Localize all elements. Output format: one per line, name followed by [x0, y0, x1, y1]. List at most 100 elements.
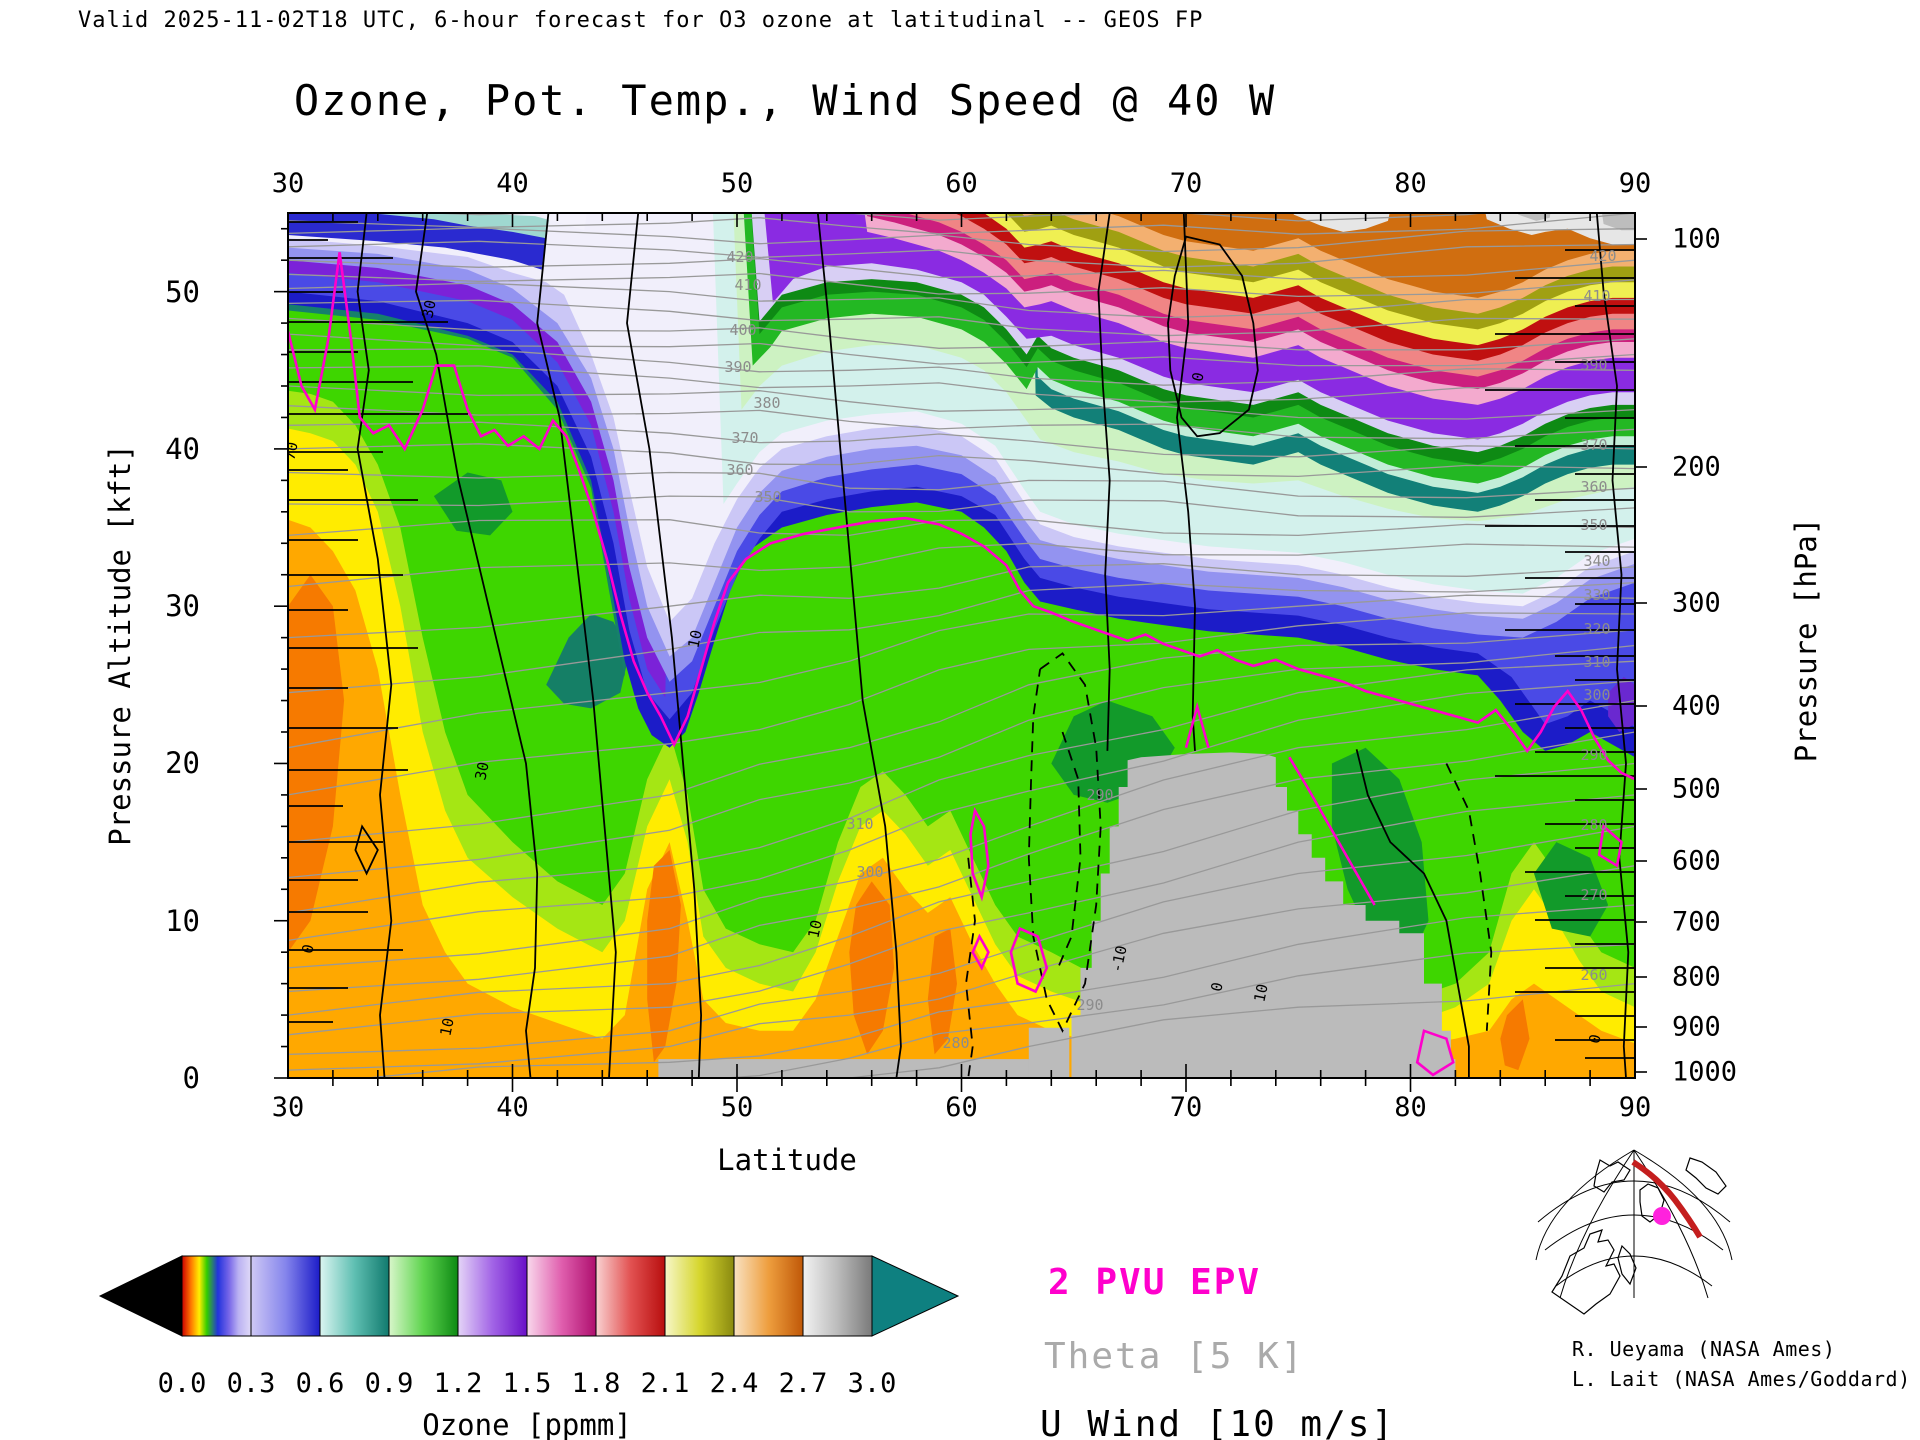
theta-contour-label: 360	[1580, 478, 1607, 496]
theta-contour-label: 320	[1583, 620, 1610, 638]
theta-contour-label: 260	[1580, 966, 1607, 984]
colorbar-tick: 2.1	[640, 1368, 690, 1399]
lat-tick-bottom: 80	[1394, 1092, 1427, 1123]
wind-contour-label: -10	[1107, 944, 1130, 974]
wind-contour-label: 10	[804, 918, 825, 939]
wind-contour-label: 0	[298, 943, 317, 956]
pressure-tick: 1000	[1672, 1056, 1738, 1088]
colorbar-tick: 0.6	[295, 1368, 345, 1399]
credit-line-1: R. Ueyama (NASA Ames)	[1572, 1337, 1836, 1361]
theta-contour-label: 310	[846, 815, 873, 833]
theta-contour-label: 390	[724, 358, 751, 376]
colorbar	[98, 1255, 960, 1337]
theta-contour-label: 270	[1580, 886, 1607, 904]
pressure-tick: 500	[1672, 773, 1721, 805]
alt-tick: 10	[165, 903, 200, 938]
theta-contour-label: 360	[726, 461, 753, 479]
theta-contour-label: 290	[1086, 786, 1113, 804]
theta-contour-label: 280	[1580, 816, 1607, 834]
colorbar-tick: 0.0	[157, 1368, 207, 1399]
pressure-tick: 300	[1672, 587, 1721, 619]
plot-title: Ozone, Pot. Temp., Wind Speed @ 40 W	[293, 76, 1277, 125]
pressure-tick: 100	[1672, 223, 1721, 255]
lat-tick-bottom: 90	[1618, 1092, 1652, 1123]
colorbar-tick: 1.2	[433, 1368, 483, 1399]
lat-tick-bottom: 50	[720, 1092, 754, 1123]
pressure-tick: 900	[1672, 1011, 1721, 1043]
theta-contour-label: 370	[1580, 436, 1607, 454]
wind-contour-label: 70	[280, 440, 301, 461]
theta-contour-label: 330	[1583, 586, 1610, 604]
lat-tick-top: 40	[496, 168, 529, 199]
wind-contour-label: 10	[436, 1016, 457, 1037]
lat-tick-top: 60	[945, 168, 978, 199]
colorbar-tick: 3.0	[847, 1368, 897, 1399]
colorbar-tick: 1.8	[571, 1368, 621, 1399]
lat-tick-top: 50	[720, 168, 754, 199]
pressure-tick: 700	[1672, 906, 1721, 938]
theta-contour-label: 400	[729, 321, 756, 339]
theta-contour-label: 290	[1580, 746, 1607, 764]
theta-contour-label: 310	[1583, 653, 1610, 671]
alt-tick: 50	[165, 274, 200, 309]
theta-contour-label: 410	[734, 276, 761, 294]
colorbar-title: Ozone [ppmm]	[422, 1408, 632, 1440]
pressure-tick: 800	[1672, 961, 1721, 993]
theta-contour-label: 350	[1580, 516, 1607, 534]
x-axis-title: Latitude	[717, 1143, 857, 1177]
valid-time-header: Valid 2025-11-02T18 UTC, 6-hour forecast…	[78, 8, 1204, 33]
legend-theta: Theta [5 K]	[1044, 1336, 1305, 1377]
theta-contour-label: 300	[1583, 686, 1610, 704]
pressure-tick: 400	[1672, 690, 1721, 722]
pressure-tick: 600	[1672, 845, 1721, 877]
alt-tick: 30	[165, 589, 200, 624]
colorbar-tick: 1.5	[502, 1368, 552, 1399]
theta-contour-label: 370	[731, 429, 758, 447]
left-y-axis-title: Pressure Altitude [kft]	[103, 444, 137, 846]
wind-contour-label: 30	[418, 298, 439, 319]
terrain-silhouette	[658, 1059, 1063, 1078]
lat-tick-bottom: 60	[945, 1092, 978, 1123]
wind-contour-label: 0	[1585, 1033, 1604, 1046]
lat-tick-bottom: 70	[1169, 1092, 1203, 1123]
inset-location-map	[1535, 1149, 1733, 1315]
colorbar-tick: 0.3	[226, 1368, 276, 1399]
colorbar-tick: 2.4	[709, 1368, 759, 1399]
theta-contour-label: 340	[1583, 552, 1610, 570]
theta-contour-label: 420	[726, 248, 753, 266]
wind-contour-label: 30	[471, 760, 492, 781]
cross-section-track	[1631, 1159, 1703, 1239]
alt-tick: 0	[182, 1061, 200, 1095]
theta-contour-label: 300	[856, 863, 883, 881]
theta-contour-label: 280	[942, 1034, 969, 1052]
legend-epv: 2 PVU EPV	[1048, 1262, 1262, 1303]
colorbar-tick: 0.9	[364, 1368, 414, 1399]
right-y-axis-title: Pressure [hPa]	[1789, 517, 1823, 763]
terrain-silhouette	[1028, 1027, 1070, 1078]
location-dot	[1653, 1207, 1671, 1225]
theta-contour-label: 410	[1583, 287, 1610, 305]
alt-tick: 40	[165, 431, 200, 466]
lat-tick-bottom: 30	[271, 1092, 305, 1123]
alt-tick: 20	[165, 746, 200, 781]
colorbar-over-arrow	[871, 1255, 960, 1337]
lat-tick-top: 70	[1169, 168, 1203, 199]
colorbar-under-arrow	[98, 1255, 183, 1337]
lat-tick-bottom: 40	[496, 1092, 529, 1123]
theta-contour-label: 380	[753, 394, 780, 412]
epv-2pvu-contour	[288, 252, 1635, 1077]
lat-tick-top: 90	[1618, 168, 1652, 199]
credit-line-2: L. Lait (NASA Ames/Goddard)	[1572, 1367, 1911, 1391]
wind-contour-label: 0	[1188, 371, 1207, 384]
wind-contour-label: 0	[1207, 981, 1226, 994]
wind-contour-label: 10	[1250, 982, 1271, 1003]
lat-tick-top: 30	[271, 168, 305, 199]
theta-contour-label: 350	[754, 488, 781, 506]
theta-contour-label: 390	[1580, 356, 1607, 374]
lat-tick-top: 80	[1394, 168, 1427, 199]
pressure-tick: 200	[1672, 451, 1721, 483]
wind-contour-label: 10	[684, 628, 705, 649]
theta-contour-label: 290	[1076, 996, 1103, 1014]
